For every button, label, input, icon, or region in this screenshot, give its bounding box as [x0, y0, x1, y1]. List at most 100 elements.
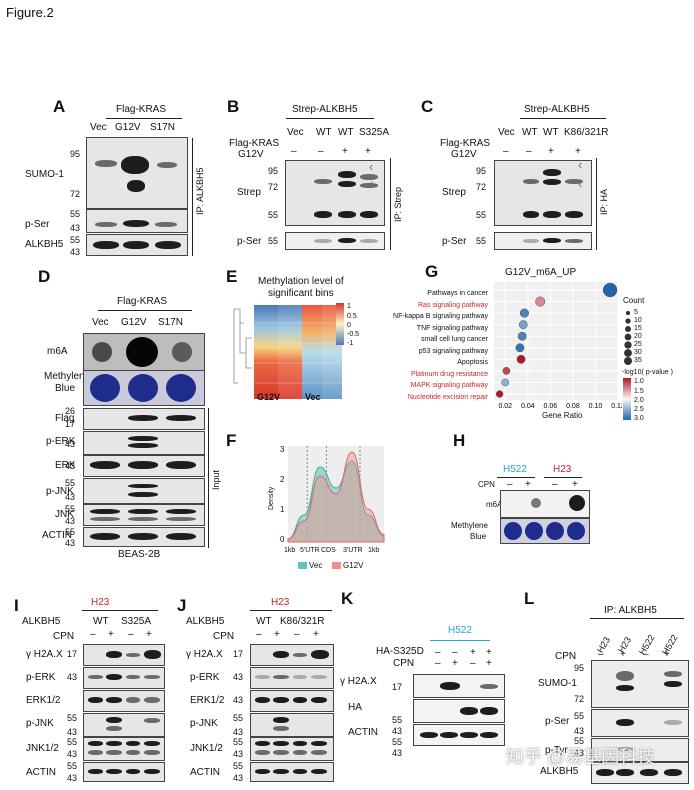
e-col-vec-a: [302, 305, 322, 399]
c-sign-1: –: [503, 146, 509, 157]
g-p-3: 3.0: [634, 415, 644, 422]
f-xtick-3utr: 3'UTR: [343, 547, 363, 554]
g-term-label: Platinum drug resistance: [410, 370, 488, 378]
i-row-perk: p-ERK: [26, 672, 56, 683]
f-density-chart: [287, 446, 385, 543]
panel-label-h: H: [453, 431, 466, 450]
g-p-colorbar: [623, 378, 631, 420]
panel-label-c: C: [421, 97, 434, 116]
a-mw-43b: 43: [70, 247, 81, 257]
g-p-1: 1.0: [634, 378, 644, 385]
l-blot-sumo1: [591, 660, 689, 708]
g-count-legend-dot: [624, 325, 632, 333]
d-header: Flag-KRAS: [117, 296, 168, 307]
k-blot-ha: [413, 699, 505, 723]
l-blot-ptyr: [591, 738, 689, 762]
h-sign-1: –: [507, 479, 513, 490]
d-mw-26: 26: [65, 406, 76, 416]
panel-label-d: D: [38, 267, 51, 286]
j-row-erk: ERK1/2: [190, 695, 225, 706]
d-lane-2: G12V: [121, 317, 147, 328]
j-blot-erk: [250, 690, 334, 712]
c-lane-1: Vec: [498, 127, 515, 138]
b-lane-3: WT: [338, 127, 354, 138]
g-bubble: [496, 390, 504, 398]
d-mw-43c: 43: [65, 492, 76, 502]
k-s1-3: +: [470, 647, 476, 658]
b-blot-pser: [285, 232, 385, 250]
a-blot-alkbh5: [86, 234, 188, 256]
c-header: Strep-ALKBH5: [524, 104, 590, 115]
c-row-strep: Strep: [442, 187, 466, 198]
j-mw-17: 17: [233, 649, 244, 659]
j-row-pjnk: p-JNK: [190, 718, 218, 729]
g-bubble: [517, 331, 527, 341]
g-p-25: 2.5: [634, 406, 644, 413]
i-sign-3: –: [128, 629, 134, 640]
i-blot-jnk: [83, 737, 165, 761]
h-row-blue: Blue: [470, 532, 487, 541]
f-legend-g12v: G12V: [343, 561, 364, 570]
k-s1-2: –: [452, 647, 458, 658]
d-mw-43d: 43: [65, 516, 76, 526]
c-ip-label: IP: HA: [599, 188, 609, 215]
k-s1-1: –: [435, 647, 441, 658]
c-ip-line: [596, 158, 597, 250]
h-sign-3: –: [552, 479, 558, 490]
g-term-label: Ras signaling pathway: [417, 301, 488, 309]
b-mw-95: 95: [268, 166, 279, 176]
j-mw-43e: 43: [233, 773, 244, 783]
b-ip-line: [390, 158, 391, 250]
l-row-ptyr: p-Tyr: [545, 745, 568, 756]
l-mw-55: 55: [574, 711, 585, 721]
j-grp-wt: WT: [256, 616, 272, 627]
c-sign-3: +: [548, 146, 554, 157]
d-row-perk: p-ERK: [46, 436, 76, 447]
i-mw-55b: 55: [67, 737, 78, 747]
d-mw-43a: 43: [65, 439, 76, 449]
i-grp-wt: WT: [93, 616, 109, 627]
d-blot-pjnk: [83, 478, 205, 504]
j-row-actin: ACTIN: [190, 767, 220, 778]
d-blot-perk: [83, 431, 205, 455]
g-count-legend-dot: [624, 333, 632, 341]
d-input-line: [208, 408, 209, 548]
e-col-g12v-b: [278, 305, 302, 399]
d-row-m6a: m6A: [47, 346, 68, 357]
f-xtick-1kb-b: 1kb: [368, 547, 380, 554]
i-grp-s325a: S325A: [121, 616, 152, 627]
g-count-legend-dot: [624, 357, 632, 365]
k-s1-4: +: [486, 647, 492, 658]
l-row-alkbh5: ALKBH5: [540, 766, 579, 777]
b-cond2: G12V: [238, 149, 264, 160]
g-xtick: 0.04: [521, 403, 535, 410]
d-mw-55c: 55: [65, 527, 76, 537]
k-mw-43: 43: [392, 726, 403, 736]
d-row-pjnk: p-JNK: [46, 486, 74, 497]
g-count-25: 25: [634, 341, 642, 348]
l-sign-1: –: [598, 649, 604, 660]
a-header: Flag-KRAS: [116, 104, 167, 115]
b-lane-1: Vec: [287, 127, 304, 138]
k-blot-gh2ax: [413, 674, 505, 698]
i-mw-55: 55: [67, 713, 78, 723]
d-input-label: Input: [211, 469, 221, 490]
f-ytick-0: 0: [280, 535, 285, 544]
l-blot-alkbh5: [591, 762, 689, 784]
f-area-g12v: [287, 451, 385, 543]
b-sign-2: –: [318, 146, 324, 157]
i-cond2: CPN: [53, 631, 75, 642]
panel-label-e: E: [226, 267, 238, 286]
c-blot-pser: [494, 232, 592, 250]
i-row-jnk: JNK1/2: [26, 743, 59, 754]
l-row-sumo1: SUMO-1: [538, 678, 577, 689]
h-row-m6a: m6A: [486, 500, 503, 509]
g-xlabel: Gene Ratio: [542, 411, 583, 420]
b-header: Strep-ALKBH5: [292, 104, 358, 115]
i-mw-43b: 43: [67, 727, 78, 737]
g-xtick: 0.02: [498, 403, 512, 410]
panel-label-f: F: [226, 431, 237, 450]
f-legend-vec: Vec: [309, 561, 323, 570]
b-lane-2: WT: [316, 127, 332, 138]
g-count-20: 20: [634, 333, 642, 340]
